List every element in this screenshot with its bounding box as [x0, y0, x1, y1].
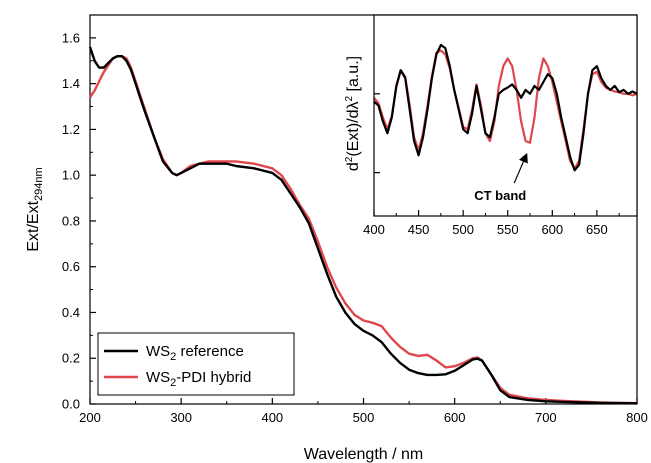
- y-tick-label: 1.4: [62, 76, 80, 91]
- inset-y-axis-title: d2(Ext)/dλ2 [a.u.]: [344, 56, 362, 171]
- inset-plot-frame: [373, 14, 638, 217]
- legend: WS2 reference WS2-PDI hybrid: [97, 332, 295, 396]
- inset-series-line-ref: [373, 43, 638, 172]
- inset-x-tick-label: 450: [408, 222, 430, 237]
- inset-x-tick-label: 550: [497, 222, 519, 237]
- x-tick-label: 300: [170, 410, 192, 425]
- legend-box: [97, 332, 295, 396]
- y-tick-label: 1.6: [62, 30, 80, 45]
- inset-x-tick-label: 650: [586, 222, 608, 237]
- x-tick-label: 200: [79, 410, 101, 425]
- legend-entry-hybrid: WS2-PDI hybrid: [146, 369, 251, 389]
- x-tick-label: 500: [353, 410, 375, 425]
- inset-x-tick-label: 500: [452, 222, 474, 237]
- y-tick-label: 0.0: [62, 397, 80, 412]
- x-tick-label: 600: [444, 410, 466, 425]
- legend-entry-reference: WS2 reference: [146, 343, 244, 363]
- y-tick-label: 0.6: [62, 259, 80, 274]
- inset-x-tick-label: 400: [363, 222, 385, 237]
- ct-band-arrow: [513, 152, 528, 184]
- x-tick-label: 800: [626, 410, 648, 425]
- ct-band-label: CT band: [474, 188, 526, 203]
- y-tick-label: 0.8: [62, 213, 80, 228]
- x-tick-label: 400: [261, 410, 283, 425]
- x-axis-title: Wavelength / nm: [304, 446, 423, 463]
- series-line-ref: [88, 46, 638, 405]
- inset-x-tick-label: 600: [541, 222, 563, 237]
- main-series-group: [88, 46, 638, 405]
- inset-series-line-hybrid: [373, 49, 638, 170]
- y-tick-label: 1.2: [62, 122, 80, 137]
- y-tick-label: 0.2: [62, 351, 80, 366]
- main-axes: 200 300 400 500 600 700 800 0.0 0.2 0.4 0.6 0.8 1.0 1…: [62, 30, 648, 425]
- y-axis-title-main: Ext/Ext: [25, 200, 42, 251]
- y-axis-title: Ext/Ext294nm: [25, 167, 45, 251]
- x-tick-label: 700: [535, 410, 557, 425]
- inset-axes: 400 450 500 550 600 650: [363, 93, 620, 237]
- y-tick-label: 0.4: [62, 305, 80, 320]
- y-tick-label: 1.0: [62, 168, 80, 183]
- inset-background: [374, 15, 637, 216]
- y-axis-title-subscript: 294nm: [33, 167, 45, 201]
- inset-series-group: [373, 43, 638, 172]
